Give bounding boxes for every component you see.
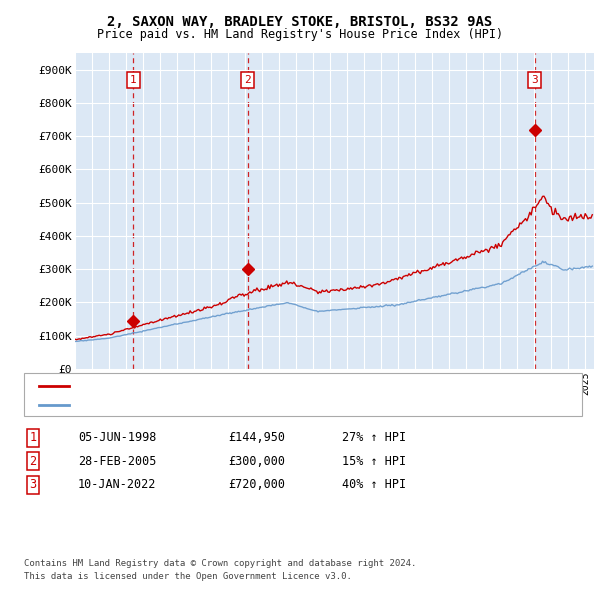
Text: 3: 3 [29,478,37,491]
Text: Contains HM Land Registry data © Crown copyright and database right 2024.: Contains HM Land Registry data © Crown c… [24,559,416,568]
Text: £144,950: £144,950 [228,431,285,444]
Text: £300,000: £300,000 [228,455,285,468]
Text: 28-FEB-2005: 28-FEB-2005 [78,455,157,468]
Text: 2, SAXON WAY, BRADLEY STOKE, BRISTOL, BS32 9AS (detached house): 2, SAXON WAY, BRADLEY STOKE, BRISTOL, BS… [75,381,453,391]
Text: HPI: Average price, detached house, South Gloucestershire: HPI: Average price, detached house, Sout… [75,401,417,410]
Text: 3: 3 [532,75,538,85]
Text: 1: 1 [29,431,37,444]
Text: 15% ↑ HPI: 15% ↑ HPI [342,455,406,468]
Text: 2: 2 [245,75,251,85]
Text: 27% ↑ HPI: 27% ↑ HPI [342,431,406,444]
Text: This data is licensed under the Open Government Licence v3.0.: This data is licensed under the Open Gov… [24,572,352,581]
Text: 05-JUN-1998: 05-JUN-1998 [78,431,157,444]
Text: 2, SAXON WAY, BRADLEY STOKE, BRISTOL, BS32 9AS: 2, SAXON WAY, BRADLEY STOKE, BRISTOL, BS… [107,15,493,29]
Text: £720,000: £720,000 [228,478,285,491]
Text: 2: 2 [29,455,37,468]
Text: 40% ↑ HPI: 40% ↑ HPI [342,478,406,491]
Text: 1: 1 [130,75,137,85]
Text: Price paid vs. HM Land Registry's House Price Index (HPI): Price paid vs. HM Land Registry's House … [97,28,503,41]
Text: 10-JAN-2022: 10-JAN-2022 [78,478,157,491]
